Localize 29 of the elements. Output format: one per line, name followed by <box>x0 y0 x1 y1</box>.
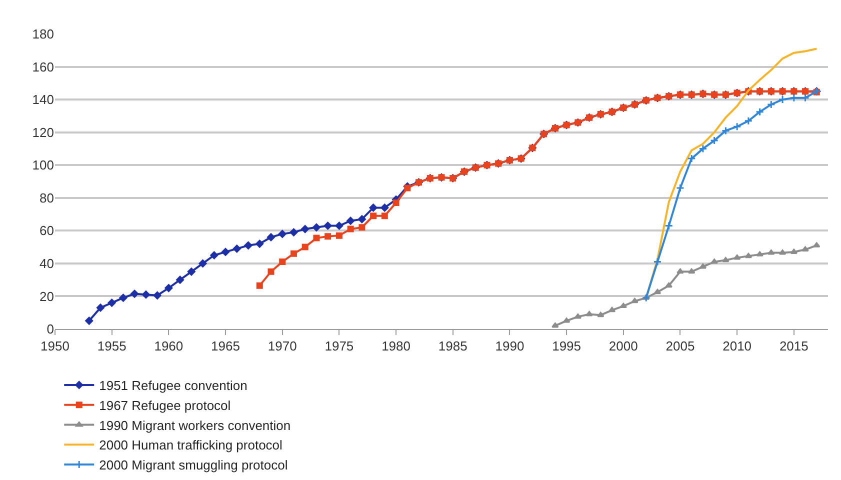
x-tick-label: 2015 <box>779 338 808 354</box>
y-tick-label: 180 <box>32 26 54 42</box>
x-tick-label: 2010 <box>722 338 752 354</box>
x-tick-label: 1975 <box>324 338 354 354</box>
x-tick-label: 1960 <box>154 338 184 354</box>
y-tick-label: 140 <box>32 92 54 108</box>
x-tick-label: 1985 <box>438 338 468 354</box>
x-tick-label: 1950 <box>40 338 70 354</box>
legend-label: 2000 Human trafficking protocol <box>99 438 283 453</box>
legend-label: 1951 Refugee convention <box>99 378 248 394</box>
y-tick-label: 60 <box>40 223 54 238</box>
y-tick-label: 160 <box>32 59 54 74</box>
y-tick-label: 40 <box>40 256 54 271</box>
x-tick-label: 2005 <box>666 338 695 354</box>
y-tick-label: 20 <box>40 288 54 304</box>
legend-label: 1967 Refugee protocol <box>99 398 231 413</box>
y-tick-label: 80 <box>40 190 54 206</box>
legend-label: 1990 Migrant workers convention <box>99 418 291 433</box>
x-tick-label: 1955 <box>97 338 126 354</box>
y-tick-label: 100 <box>32 158 54 173</box>
x-tick-label: 1980 <box>382 338 410 354</box>
legend-label: 2000 Migrant smuggling protocol <box>99 458 288 473</box>
x-tick-label: 2000 <box>608 338 638 354</box>
x-tick-label: 1970 <box>268 338 297 354</box>
y-tick-label: 0 <box>46 322 54 337</box>
x-tick-label: 1990 <box>495 338 524 354</box>
x-tick-label: 1965 <box>211 338 240 354</box>
y-tick-label: 120 <box>32 124 54 140</box>
x-tick-label: 1995 <box>552 338 581 354</box>
